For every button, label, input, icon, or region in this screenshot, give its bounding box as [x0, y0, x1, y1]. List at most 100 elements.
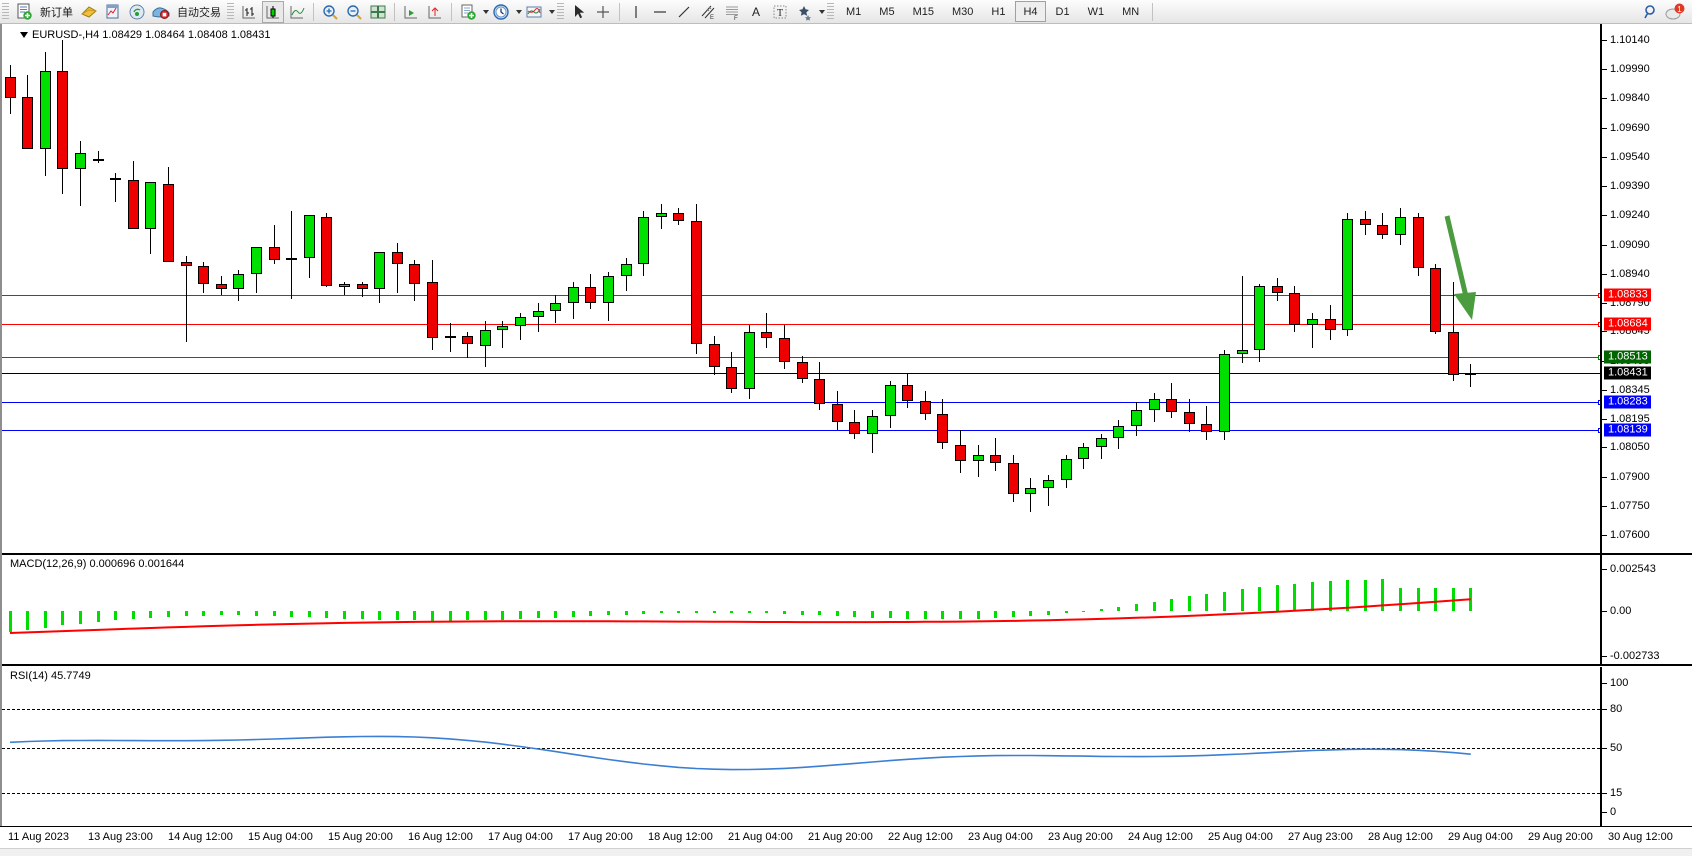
candle[interactable] [937, 398, 949, 450]
fibo-icon[interactable]: F [721, 1, 743, 23]
level-handle-blue-level-2[interactable] [1598, 427, 1600, 433]
rsi-pane[interactable]: RSI(14) 45.7749 100 80 50 15 0 [2, 667, 1692, 826]
candle[interactable] [1130, 402, 1142, 436]
candle[interactable] [1465, 363, 1477, 387]
candle[interactable] [1060, 455, 1072, 489]
price-plot[interactable] [2, 24, 1600, 553]
rsi-plot[interactable] [2, 667, 1600, 826]
rsi-scale[interactable]: 100 80 50 15 0 [1600, 667, 1692, 826]
candle[interactable] [1236, 275, 1248, 364]
candle[interactable] [602, 271, 614, 321]
price-tag-resistance-1[interactable]: 1.08833 [1604, 288, 1651, 302]
zoom-out-icon[interactable] [343, 1, 365, 23]
shift-chart-icon[interactable] [400, 1, 422, 23]
toolbar-grip-standard[interactable] [2, 2, 9, 21]
candle[interactable] [831, 390, 843, 430]
trendline-icon[interactable] [673, 1, 695, 23]
candle[interactable] [1025, 478, 1037, 512]
candle[interactable] [1201, 406, 1213, 440]
signal-icon[interactable] [126, 1, 148, 23]
candle[interactable] [74, 141, 86, 206]
candle[interactable] [866, 410, 878, 454]
crosshair-icon[interactable] [592, 1, 614, 23]
level-line-resistance-1[interactable] [2, 292, 1600, 298]
price-pane[interactable]: EURUSD-,H4 1.08429 1.08464 1.08408 1.084… [2, 24, 1692, 553]
candle[interactable] [92, 151, 104, 163]
shapes-dropdown-caret-icon[interactable] [819, 9, 825, 14]
candle[interactable] [1183, 398, 1195, 432]
candle[interactable] [1166, 382, 1178, 419]
candle[interactable] [585, 273, 597, 309]
candle[interactable] [198, 262, 210, 294]
level-line-blue-level-1[interactable] [2, 399, 1600, 405]
candle[interactable] [268, 225, 280, 265]
search-icon[interactable] [1640, 1, 1662, 23]
candle[interactable] [1113, 420, 1125, 450]
toolbar-grip-tools[interactable] [557, 2, 564, 21]
line-chart-icon[interactable] [286, 1, 308, 23]
candle[interactable] [1324, 305, 1336, 341]
candle[interactable] [1148, 392, 1160, 422]
timeframe-h4[interactable]: H4 [1015, 1, 1046, 22]
candle[interactable] [162, 166, 174, 263]
arrow-annotation[interactable] [2, 24, 1600, 553]
candle[interactable] [532, 303, 544, 333]
autoscroll-icon[interactable] [424, 1, 446, 23]
candle[interactable] [286, 211, 298, 300]
equidistant-channel-icon[interactable]: E [697, 1, 719, 23]
price-tag-last-price[interactable]: 1.08431 [1604, 366, 1651, 380]
candle[interactable] [778, 324, 790, 370]
text-icon[interactable]: T [769, 1, 791, 23]
toolbar-grip-charts[interactable] [227, 2, 234, 21]
candle[interactable] [39, 51, 51, 177]
chart-symbol-header[interactable]: EURUSD-,H4 1.08429 1.08464 1.08408 1.084… [20, 29, 271, 41]
toolbar-grip-periods[interactable] [827, 2, 834, 21]
macd-scale[interactable]: 0.002543 0.00 -0.002733 [1600, 555, 1692, 664]
new-order-icon[interactable] [13, 1, 35, 23]
candle[interactable] [849, 410, 861, 440]
candle[interactable] [303, 215, 315, 278]
indicator-add-icon[interactable] [457, 1, 479, 23]
candle[interactable] [57, 40, 69, 194]
candle[interactable] [374, 252, 386, 304]
candle[interactable] [233, 269, 245, 302]
timeframe-d1[interactable]: D1 [1055, 5, 1070, 18]
price-tag-blue-level-1[interactable]: 1.08283 [1604, 395, 1651, 409]
candle[interactable] [1271, 277, 1283, 302]
level-handle-support-1[interactable] [1598, 355, 1600, 361]
price-tag-blue-level-2[interactable]: 1.08139 [1604, 423, 1651, 437]
candle[interactable] [426, 260, 438, 350]
autotrading-button[interactable]: 自动交易 [177, 6, 221, 19]
candle[interactable] [972, 445, 984, 477]
candle[interactable] [1306, 312, 1318, 348]
macd-plot[interactable] [2, 555, 1600, 664]
candle[interactable] [690, 203, 702, 354]
candle[interactable] [409, 260, 421, 302]
candle[interactable] [708, 336, 720, 376]
timeframe-w1[interactable]: W1 [1087, 5, 1105, 18]
candle[interactable] [127, 160, 139, 230]
book-icon[interactable] [78, 1, 100, 23]
vline-icon[interactable] [625, 1, 647, 23]
chart-window-icon[interactable] [102, 1, 124, 23]
candle[interactable] [1394, 207, 1406, 245]
period-icon[interactable] [490, 1, 512, 23]
candle[interactable] [655, 203, 667, 230]
templates-dropdown-caret-icon[interactable] [549, 9, 555, 14]
notification-icon[interactable]: 1 [1664, 1, 1686, 23]
candle[interactable] [321, 213, 333, 288]
candle[interactable] [550, 295, 562, 323]
candle[interactable] [145, 182, 157, 255]
price-scale[interactable]: 1.10140 1.09990 1.09840 1.09690 1.09540 1.093… [1600, 24, 1692, 553]
candle[interactable] [250, 246, 262, 294]
bar-chart-icon[interactable] [238, 1, 260, 23]
candle[interactable] [1377, 213, 1389, 239]
cursor-icon[interactable] [568, 1, 590, 23]
candle[interactable] [391, 242, 403, 294]
macd-pane[interactable]: MACD(12,26,9) 0.000696 0.001644 0.002543… [2, 555, 1692, 664]
timeframe-m15[interactable]: M15 [912, 5, 934, 18]
new-order-button[interactable]: 新订单 [40, 6, 73, 19]
text-label-icon[interactable]: A [751, 4, 760, 19]
candle[interactable] [4, 65, 16, 115]
candle[interactable] [22, 75, 34, 150]
